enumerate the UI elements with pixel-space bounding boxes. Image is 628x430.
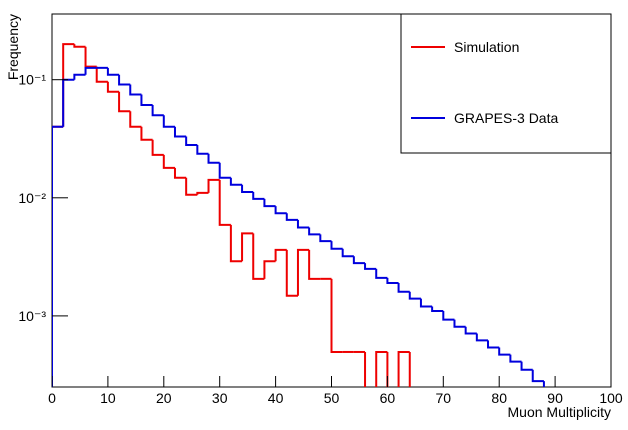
y-axis-label: Frequency: [5, 14, 21, 80]
legend-box: [400, 13, 612, 154]
histogram-step: [408, 291, 421, 300]
histogram-step: [196, 144, 209, 155]
histogram-step: [185, 177, 198, 196]
histogram-step: [453, 319, 466, 328]
legend-label: GRAPES-3 Data: [454, 110, 558, 126]
histogram-step: [397, 282, 410, 293]
y-tick-label: 10⁻¹: [18, 72, 46, 88]
histogram-step: [509, 354, 522, 363]
histogram-step: [330, 278, 343, 353]
histogram-step: [140, 94, 153, 107]
histogram-step: [285, 213, 298, 221]
x-tick-label: 60: [380, 390, 396, 406]
histogram-step: [274, 206, 287, 215]
histogram-step: [431, 306, 444, 313]
histogram-step: [341, 248, 354, 258]
histogram-step: [73, 44, 86, 48]
histogram-step: [375, 268, 388, 279]
histogram-step: [386, 277, 399, 284]
histogram-step: [106, 81, 120, 93]
histogram-step: [308, 249, 321, 280]
x-axis-label: Muon Multiplicity: [508, 404, 611, 420]
histogram-step: [364, 263, 377, 270]
histogram-step: [140, 126, 153, 141]
histogram-step: [84, 66, 97, 75]
histogram-step: [386, 351, 389, 387]
histogram-step: [52, 125, 64, 387]
histogram-step: [196, 191, 209, 195]
histogram-step: [464, 326, 477, 335]
x-tick-label: 70: [436, 390, 452, 406]
histogram-step: [173, 167, 187, 179]
histogram-step: [151, 139, 164, 156]
histogram-step: [498, 347, 511, 356]
histogram-step: [52, 125, 64, 387]
histogram-step: [308, 227, 321, 236]
histogram-step: [162, 115, 175, 128]
x-tick-label: 20: [156, 390, 172, 406]
histogram-step: [296, 248, 310, 296]
histogram-step: [229, 177, 243, 186]
histogram-step: [162, 154, 175, 169]
x-tick-label: 30: [212, 390, 228, 406]
histogram-step: [442, 311, 455, 321]
histogram-step: [73, 73, 86, 80]
histogram-step: [129, 84, 142, 96]
histogram-step: [173, 126, 187, 138]
histogram-step: [185, 136, 198, 146]
histogram-step: [263, 260, 276, 279]
histogram-step: [252, 191, 265, 200]
histogram-step: [531, 369, 544, 383]
histogram-step: [285, 249, 298, 297]
histogram-step: [330, 241, 343, 250]
x-tick-label: 90: [547, 390, 563, 406]
x-tick-label: 50: [324, 390, 340, 406]
histogram-step: [296, 219, 310, 229]
plot-area: [52, 43, 545, 387]
histogram-step: [263, 198, 276, 208]
histogram-step: [241, 184, 254, 193]
histogram-step: [62, 78, 75, 127]
histogram-step: [375, 350, 388, 387]
histogram-step: [487, 340, 500, 349]
histogram-step: [229, 224, 243, 263]
histogram-step: [207, 153, 220, 164]
histogram-step: [397, 350, 410, 387]
histogram-step: [95, 66, 108, 83]
x-tick-label: 40: [268, 390, 284, 406]
histogram-step: [319, 234, 332, 243]
histogram-step: [218, 162, 231, 179]
histogram-step: [352, 256, 366, 265]
x-tick-label: 100: [599, 390, 623, 406]
histogram-step: [241, 232, 254, 262]
y-tick-label: 10⁻³: [18, 308, 46, 324]
x-tick-label: 10: [100, 390, 116, 406]
histogram-step: [520, 361, 533, 371]
histogram-step: [218, 179, 231, 226]
histogram-step: [364, 351, 367, 387]
histogram-step: [118, 74, 131, 86]
histogram-step: [252, 233, 265, 280]
histogram-step: [542, 381, 545, 387]
histogram-step: [151, 105, 164, 117]
y-tick-label: 10⁻²: [18, 190, 46, 206]
histogram-step: [106, 67, 120, 76]
histogram-step: [207, 178, 220, 193]
histogram-step: [84, 46, 97, 68]
histogram-step: [274, 248, 287, 262]
histogram-step: [118, 91, 131, 113]
x-tick-label: 80: [491, 390, 507, 406]
histogram-step: [475, 333, 489, 342]
x-tick-label: 0: [48, 390, 56, 406]
legend-label: Simulation: [454, 39, 519, 55]
histogram-step: [419, 298, 433, 308]
histogram-step: [408, 351, 411, 387]
histogram-step: [129, 111, 142, 128]
histogram-step: [62, 43, 75, 127]
